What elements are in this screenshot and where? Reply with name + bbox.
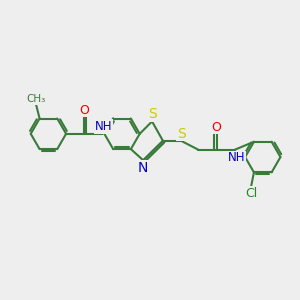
Text: S: S xyxy=(148,107,156,121)
Text: O: O xyxy=(212,121,221,134)
Text: NH: NH xyxy=(227,152,245,164)
Text: O: O xyxy=(79,104,89,117)
Text: S: S xyxy=(177,127,186,140)
Text: NH: NH xyxy=(95,120,112,133)
Text: N: N xyxy=(138,161,148,175)
Text: CH₃: CH₃ xyxy=(26,94,46,104)
Text: Cl: Cl xyxy=(245,187,257,200)
